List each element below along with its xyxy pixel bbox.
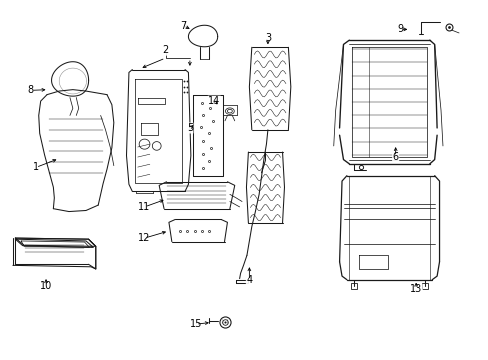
Text: 7: 7	[180, 21, 186, 31]
Text: 11: 11	[138, 202, 150, 212]
Text: 4: 4	[246, 275, 252, 285]
Text: 13: 13	[409, 284, 422, 294]
Text: 10: 10	[40, 281, 52, 291]
Text: 5: 5	[186, 123, 193, 133]
Text: 15: 15	[189, 319, 202, 329]
Text: 9: 9	[397, 24, 403, 35]
Text: 14: 14	[208, 96, 220, 106]
Text: 2: 2	[162, 45, 168, 55]
Text: 3: 3	[264, 33, 270, 43]
Text: 12: 12	[138, 233, 150, 243]
Text: 8: 8	[28, 85, 34, 95]
Text: 6: 6	[392, 152, 398, 162]
Text: 1: 1	[33, 162, 39, 172]
